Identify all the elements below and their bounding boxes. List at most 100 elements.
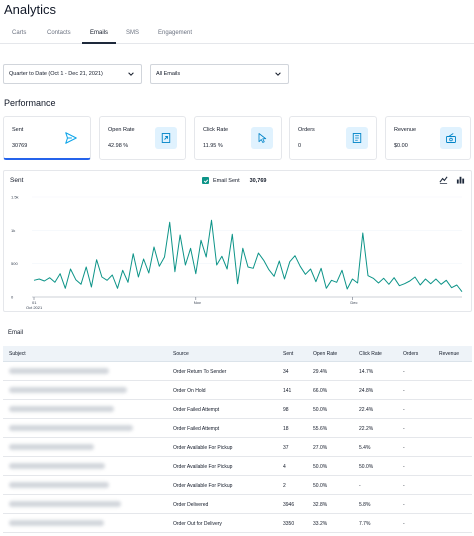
cell-source: Order Available For Pickup [173, 483, 233, 489]
cell-sent: 3350 [283, 521, 295, 527]
cell-click-rate: 22.4% [359, 407, 374, 413]
tab-carts[interactable]: Carts [12, 30, 27, 36]
table-row[interactable]: Order Failed Attempt 18 55.6% 22.2% - [3, 419, 472, 438]
kpi-card-click-rate[interactable]: Click Rate 11.95 % [194, 116, 282, 160]
cell-orders: - [403, 464, 405, 470]
redacted-subject [9, 406, 114, 412]
y-tick-label: 0 [11, 295, 14, 300]
column-header-source[interactable]: Source [173, 351, 189, 357]
receipt-icon [346, 127, 368, 149]
cell-click-rate: 22.2% [359, 426, 374, 432]
kpi-label: Orders [298, 127, 315, 133]
cell-orders: - [403, 407, 405, 413]
cell-source: Order Failed Attempt [173, 426, 220, 432]
redacted-subject [9, 501, 121, 507]
column-header-orders[interactable]: Orders [403, 351, 419, 357]
legend-label: Email Sent [213, 177, 240, 184]
table-row[interactable]: Order Available For Pickup 4 50.0% 50.0% - [3, 457, 472, 476]
table-row[interactable]: Order Delivered 3946 32.8% 5.8% - [3, 495, 472, 514]
bar-chart-icon[interactable] [456, 175, 465, 184]
date-range-value: Quarter to Date (Oct 1 - Dec 21, 2021) [9, 71, 103, 77]
x-tick-label: 01 [32, 300, 37, 305]
table-row[interactable]: Order Available For Pickup 2 50.0% - - [3, 476, 472, 495]
cell-open-rate: 27.0% [313, 445, 328, 451]
cell-source: Order Return To Sender [173, 369, 227, 375]
email-filter-value: All Emails [156, 71, 181, 77]
cell-sent: 3946 [283, 502, 295, 508]
chart-type-switcher [439, 175, 465, 184]
y-tick-label: 1k [11, 228, 15, 233]
cell-sent: 2 [283, 483, 286, 489]
redacted-subject [9, 463, 105, 469]
redacted-subject [9, 387, 127, 393]
column-header-revenue[interactable]: Revenue [439, 351, 460, 357]
table-row[interactable]: Order Failed Attempt 98 50.0% 22.4% - [3, 400, 472, 419]
table-header: Subject Source Sent Open Rate Click Rate… [3, 346, 472, 362]
table-row[interactable]: Order Available For Pickup 37 27.0% 5.4% - [3, 438, 472, 457]
cell-click-rate: 5.8% [359, 502, 371, 508]
app-title: Analytics [4, 2, 57, 17]
cell-orders: - [403, 483, 405, 489]
redacted-subject [9, 425, 133, 431]
chart-title: Sent [10, 177, 24, 184]
email-table-title: Email [8, 330, 24, 336]
cell-sent: 4 [283, 464, 286, 470]
date-range-select[interactable]: Quarter to Date (Oct 1 - Dec 21, 2021) [3, 64, 142, 84]
tab-bar: Carts Contacts Emails SMS Engagement [0, 26, 474, 44]
kpi-card-open-rate[interactable]: Open Rate 42.98 % [99, 116, 186, 160]
cash-register-icon [440, 127, 462, 149]
cell-sent: 37 [283, 445, 289, 451]
cell-orders: - [403, 502, 405, 508]
cell-open-rate: 66.0% [313, 388, 328, 394]
redacted-subject [9, 444, 94, 450]
x-tick-label: Dec [350, 300, 357, 305]
table-row[interactable]: Order Out for Delivery 3350 33.2% 7.7% - [3, 514, 472, 533]
cell-click-rate: 7.7% [359, 521, 371, 527]
tab-contacts[interactable]: Contacts [47, 30, 71, 36]
cell-source: Order Delivered [173, 502, 209, 508]
tab-sms[interactable]: SMS [126, 30, 140, 36]
kpi-value: 11.95 % [203, 143, 223, 149]
series-line-email-sent [33, 219, 463, 293]
send-icon [60, 127, 82, 149]
cell-source: Order Out for Delivery [173, 521, 222, 527]
cell-sent: 141 [283, 388, 292, 394]
line-chart-icon[interactable] [439, 175, 448, 184]
x-tick-label: Nov [194, 300, 201, 305]
chevron-down-icon [128, 72, 134, 76]
redacted-subject [9, 482, 109, 488]
cell-source: Order On Hold [173, 388, 206, 394]
column-header-open-rate[interactable]: Open Rate [313, 351, 338, 357]
kpi-value: $0.00 [394, 143, 408, 149]
column-header-click-rate[interactable]: Click Rate [359, 351, 382, 357]
cell-open-rate: 33.2% [313, 521, 328, 527]
redacted-subject [9, 520, 104, 526]
checkbox-checked-icon[interactable] [202, 177, 209, 184]
email-filter-select[interactable]: All Emails [150, 64, 289, 84]
cell-open-rate: 32.8% [313, 502, 328, 508]
kpi-label: Open Rate [108, 127, 135, 133]
cell-orders: - [403, 369, 405, 375]
cell-click-rate: 50.0% [359, 464, 374, 470]
cursor-click-icon [251, 127, 273, 149]
column-header-sent[interactable]: Sent [283, 351, 294, 357]
tab-emails[interactable]: Emails [82, 30, 117, 44]
table-row[interactable]: Order Return To Sender 34 29.4% 14.7% - [3, 362, 472, 381]
cell-click-rate: 14.7% [359, 369, 374, 375]
cell-source: Order Failed Attempt [173, 407, 220, 413]
cell-open-rate: 50.0% [313, 483, 328, 489]
cell-sent: 34 [283, 369, 289, 375]
chart-legend[interactable]: Email Sent 30,769 [202, 177, 266, 184]
kpi-label: Revenue [394, 127, 417, 133]
chevron-down-icon [275, 72, 281, 76]
kpi-value: 0 [298, 143, 302, 149]
column-header-subject[interactable]: Subject [9, 351, 26, 357]
sent-chart-panel: Sent Email Sent 30,769 0 500 1k 1.5k 01 Oct 2… [3, 170, 472, 312]
table-row[interactable]: Order On Hold 141 66.0% 24.8% - [3, 381, 472, 400]
kpi-card-revenue[interactable]: Revenue $0.00 [385, 116, 471, 160]
kpi-card-sent[interactable]: Sent 30769 [3, 116, 91, 160]
tab-engagement[interactable]: Engagement [158, 30, 193, 36]
open-rate-icon [155, 127, 177, 149]
kpi-card-orders[interactable]: Orders 0 [289, 116, 377, 160]
